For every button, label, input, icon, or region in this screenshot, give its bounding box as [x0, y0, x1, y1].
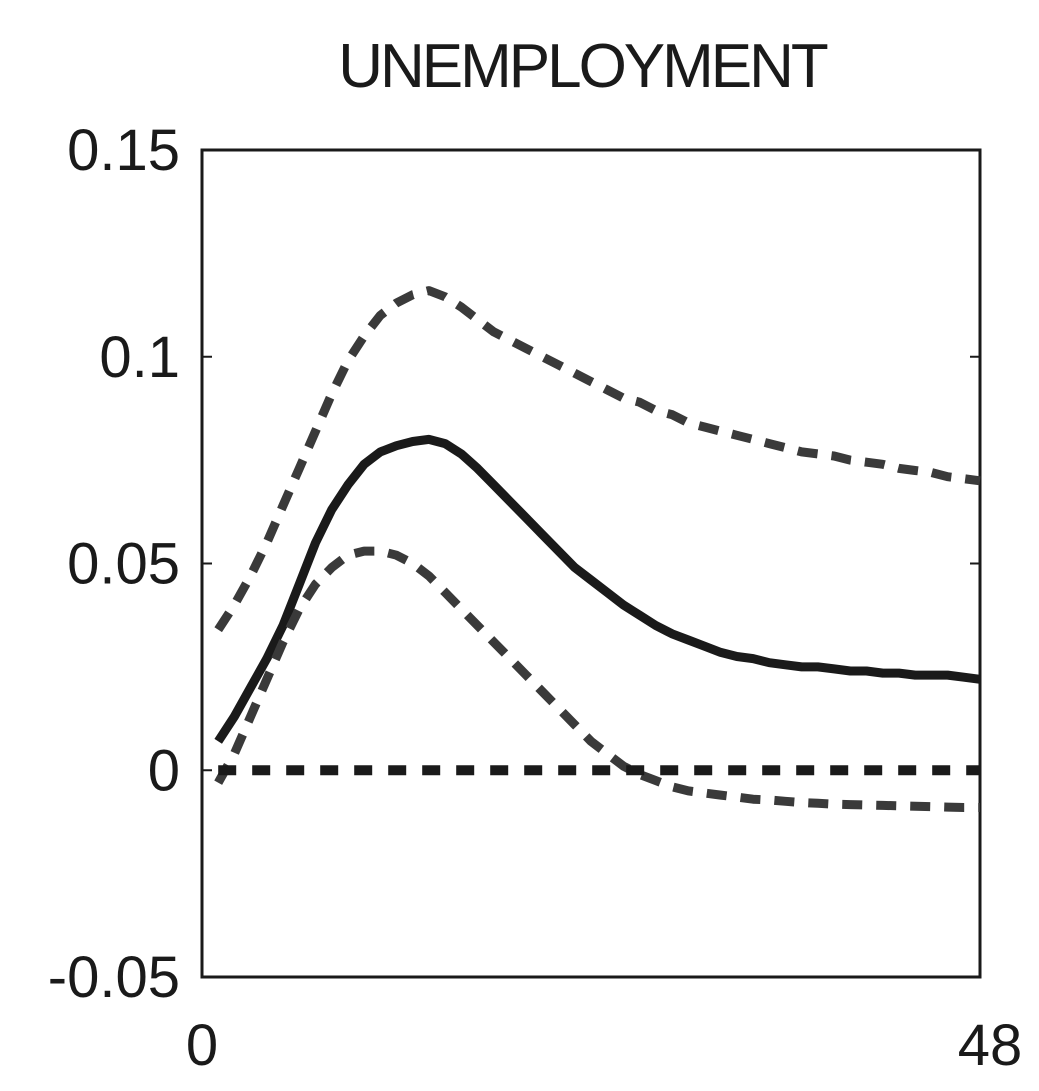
chart-title: UNEMPLOYMENT [338, 32, 828, 101]
x-tick-label: 48 [958, 1013, 1023, 1078]
y-tick-label: 0.1 [99, 325, 180, 390]
series-line-upper-band [214, 286, 981, 633]
y-tick-label: 0.05 [67, 532, 180, 597]
y-axis: 0.15 0.1 0.05 0 -0.05 [48, 118, 980, 1010]
y-tick-label: 0.15 [67, 118, 180, 183]
series-line-point-estimate [214, 434, 981, 744]
x-axis: 0 48 [186, 967, 1022, 1078]
y-tick-label: -0.05 [48, 945, 180, 1010]
plot-frame [200, 148, 982, 979]
series-line-lower-band [214, 546, 980, 812]
x-tick-label: 0 [186, 1013, 218, 1078]
plot-area [200, 148, 982, 979]
y-tick-label: 0 [148, 738, 180, 803]
